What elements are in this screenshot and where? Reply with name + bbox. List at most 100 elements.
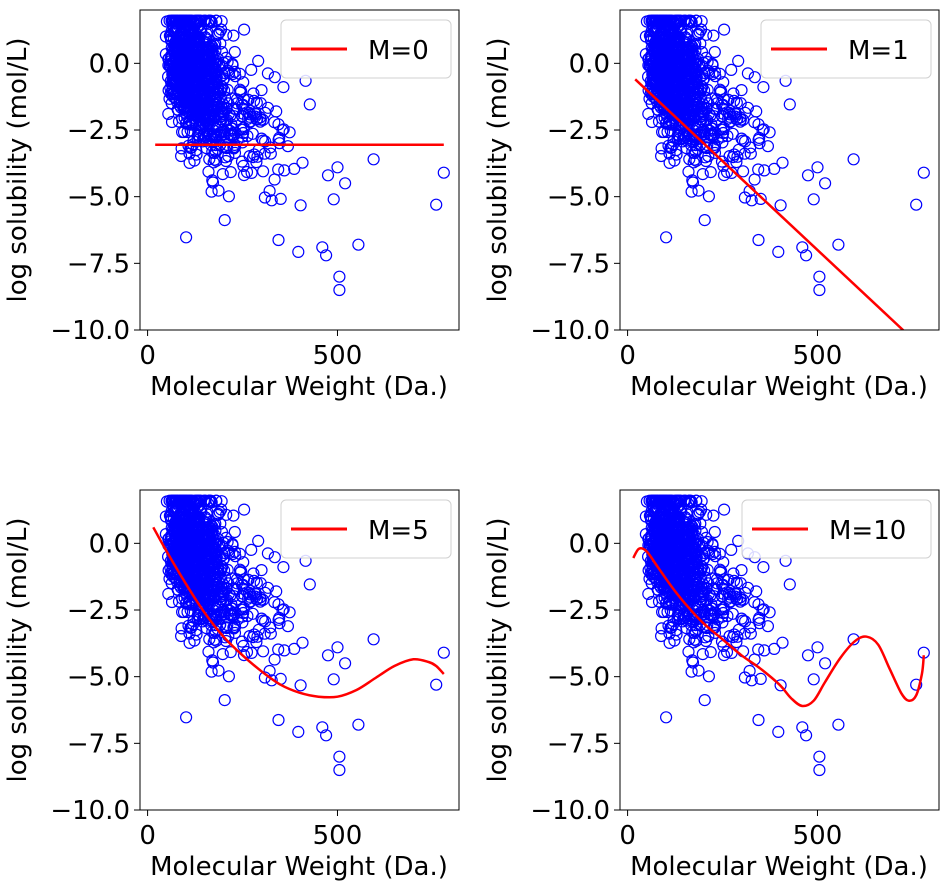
data-point bbox=[693, 576, 706, 590]
y-tick-label: −10.0 bbox=[50, 796, 130, 826]
data-point bbox=[205, 76, 218, 89]
data-point bbox=[430, 678, 443, 691]
data-point bbox=[228, 45, 241, 59]
data-point bbox=[303, 578, 316, 591]
data-point bbox=[367, 633, 380, 646]
data-point bbox=[206, 520, 219, 533]
data-point bbox=[185, 542, 198, 555]
data-point bbox=[690, 634, 703, 647]
data-point bbox=[910, 678, 923, 691]
data-point bbox=[676, 135, 689, 148]
data-point bbox=[714, 565, 728, 578]
data-point bbox=[665, 542, 678, 555]
y-axis-label: log solubility (mol/L) bbox=[483, 517, 513, 782]
x-axis-label: Molecular Weight (Da.) bbox=[150, 372, 448, 402]
data-point bbox=[811, 641, 824, 654]
data-point bbox=[807, 193, 820, 206]
data-point bbox=[277, 123, 290, 136]
data-point bbox=[726, 151, 740, 164]
data-point bbox=[684, 69, 698, 82]
y-tick-label: −5.0 bbox=[547, 663, 610, 693]
data-point bbox=[181, 605, 194, 619]
data-point bbox=[237, 123, 250, 136]
data-point bbox=[657, 45, 670, 58]
data-point bbox=[745, 674, 758, 687]
data-point bbox=[660, 571, 673, 585]
y-tick-label: −10.0 bbox=[530, 796, 610, 826]
data-point bbox=[668, 56, 681, 69]
data-point bbox=[209, 619, 222, 632]
data-point bbox=[702, 670, 716, 683]
data-point bbox=[207, 56, 220, 70]
data-point bbox=[679, 91, 692, 105]
data-point bbox=[745, 194, 758, 207]
data-point bbox=[179, 231, 193, 244]
data-point bbox=[691, 28, 704, 42]
fit-curve-group bbox=[634, 78, 905, 330]
y-tick-label: 0.0 bbox=[89, 529, 130, 559]
data-point bbox=[662, 501, 675, 514]
data-point bbox=[201, 522, 214, 535]
data-point bbox=[237, 169, 251, 182]
data-point bbox=[205, 556, 218, 569]
data-point bbox=[192, 541, 205, 554]
data-point bbox=[276, 604, 289, 617]
data-point bbox=[178, 591, 191, 605]
data-point bbox=[214, 606, 227, 619]
data-point bbox=[647, 66, 660, 79]
data-point bbox=[252, 54, 265, 68]
y-tick-label: −10.0 bbox=[50, 316, 130, 346]
data-point bbox=[722, 586, 736, 599]
data-point bbox=[699, 634, 713, 648]
legend-box bbox=[280, 19, 452, 79]
data-point bbox=[715, 99, 729, 112]
data-point bbox=[185, 621, 198, 634]
data-point bbox=[437, 646, 450, 659]
data-point bbox=[686, 104, 700, 117]
data-point bbox=[237, 93, 251, 106]
data-point bbox=[218, 694, 231, 707]
data-point bbox=[333, 750, 346, 763]
data-point bbox=[177, 525, 190, 538]
data-point bbox=[669, 103, 683, 116]
data-point bbox=[744, 147, 757, 160]
y-axis-label: log solubility (mol/L) bbox=[3, 517, 33, 782]
axis-ticks: 0 500 0.0 −2.5 −5.0 −7.5 −10.0 bbox=[50, 49, 362, 371]
data-point bbox=[237, 556, 250, 569]
data-point bbox=[292, 725, 305, 738]
data-point bbox=[665, 62, 678, 75]
data-point bbox=[213, 26, 226, 39]
data-point bbox=[272, 163, 285, 176]
data-point bbox=[181, 49, 194, 63]
data-point bbox=[657, 525, 670, 538]
data-point bbox=[222, 587, 236, 600]
data-point bbox=[174, 149, 188, 163]
data-point bbox=[783, 578, 796, 591]
data-point bbox=[694, 593, 707, 606]
fit-curve-group bbox=[152, 526, 445, 699]
data-point bbox=[185, 62, 198, 75]
data-point bbox=[331, 641, 344, 654]
data-point bbox=[283, 126, 296, 139]
data-point bbox=[725, 166, 738, 179]
data-point bbox=[693, 96, 706, 110]
data-point bbox=[717, 23, 731, 36]
y-tick-label: −2.5 bbox=[67, 116, 130, 146]
data-point bbox=[185, 141, 198, 154]
x-tick-label: 500 bbox=[313, 821, 363, 851]
data-point bbox=[242, 586, 256, 599]
data-point bbox=[832, 238, 845, 251]
data-point bbox=[178, 80, 191, 93]
scatter-points bbox=[639, 14, 930, 297]
data-point bbox=[333, 763, 346, 777]
data-point bbox=[251, 113, 264, 126]
data-point bbox=[657, 125, 671, 139]
data-point bbox=[219, 154, 233, 168]
data-point bbox=[738, 671, 752, 684]
data-point bbox=[673, 613, 686, 626]
data-point bbox=[237, 649, 251, 662]
data-point bbox=[204, 39, 218, 52]
data-point bbox=[216, 168, 229, 181]
data-point bbox=[204, 519, 218, 532]
